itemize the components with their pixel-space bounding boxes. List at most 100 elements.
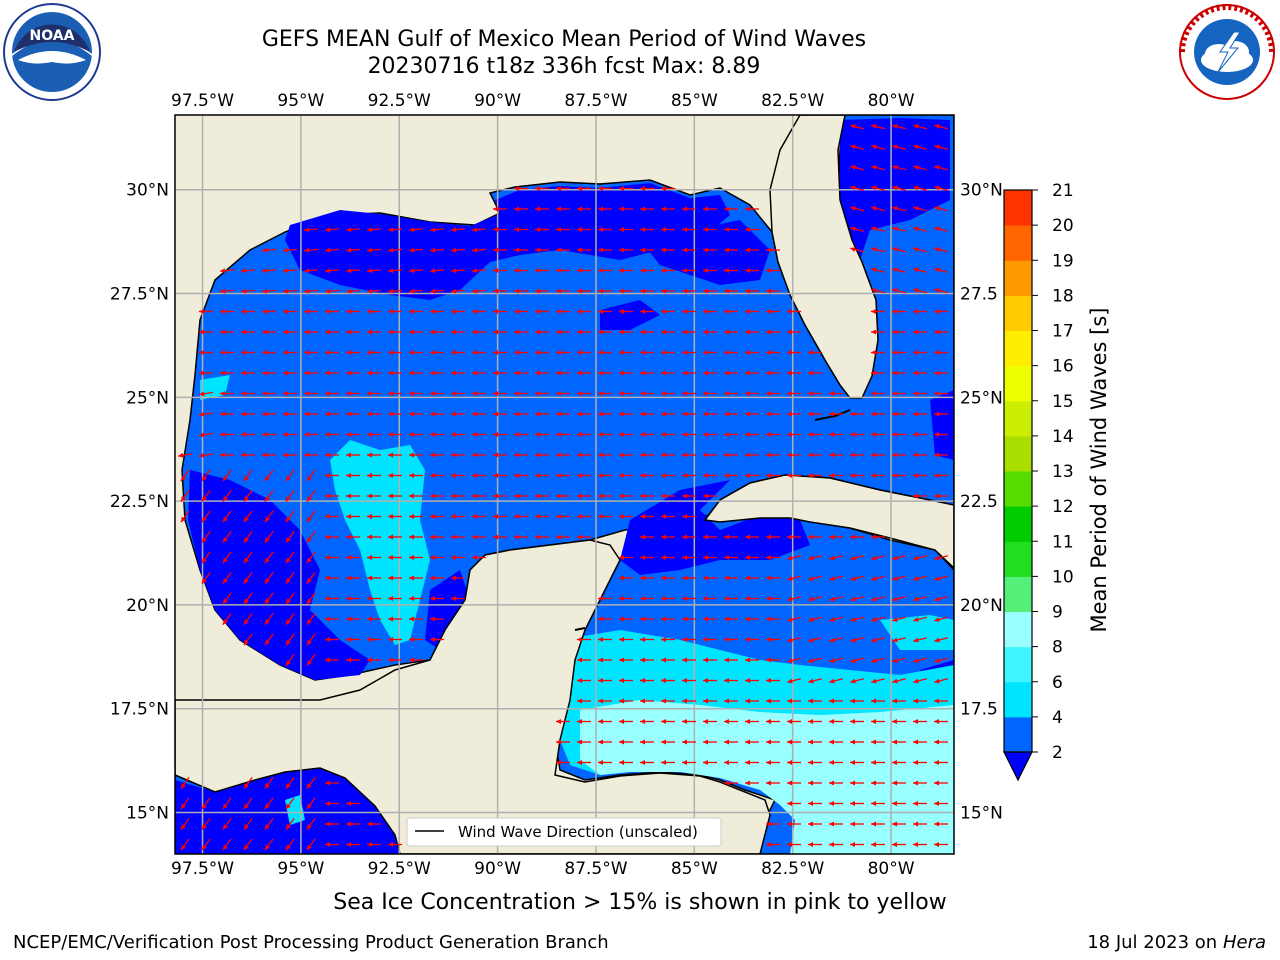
wind-arrow [682,575,696,581]
wind-arrow [598,411,612,417]
axis-tick-labels: 97.5°W 97.5°W 95°W 95°W 92.5°W 92.5°W 90°W 90°W… [110,91,1003,879]
wind-arrow [556,329,570,335]
wind-arrow [535,288,549,294]
svg-text:NOAA: NOAA [30,28,75,44]
wind-arrow [514,391,528,396]
wind-arrow [388,452,402,458]
wind-arrow [787,657,801,663]
wind-arrow [472,391,486,396]
colorbar-segment [1004,576,1032,612]
wind-arrow [535,227,549,232]
wind-arrow [598,309,612,314]
wind-arrow [493,206,507,212]
keys-islands [574,409,851,631]
wind-arrow [745,657,759,663]
wind-arrow [598,698,612,704]
wind-arrow [493,432,507,437]
wind-arrow [577,534,591,540]
wind-arrow [934,616,948,622]
lat-tick-label-left: 17.5°N [110,700,169,720]
wind-arrow [556,247,570,253]
wind-arrow [934,842,948,847]
wind-arrow [766,288,780,294]
wind-arrow [367,575,381,581]
wind-arrow [429,268,445,274]
wind-arrow [282,288,298,294]
wind-arrow [829,719,843,724]
wind-arrow [201,469,211,482]
wind-arrow [306,510,316,523]
wind-arrow [724,555,738,560]
wind-arrow [577,247,591,253]
lon-tick-label-top: 82.5°W [761,91,824,111]
wind-arrow [409,452,423,458]
wind-arrow [367,657,381,663]
wind-arrow [829,678,843,684]
wind-arrow [535,432,549,437]
colorbar-segment [1004,365,1032,402]
wind-arrow [703,411,717,417]
wind-arrow [282,268,298,274]
wind-arrow [829,657,843,663]
wind-arrow [367,616,381,622]
wind-arrow [367,637,381,642]
wind-arrow [913,391,927,396]
wind-arrow [892,555,906,561]
wind-arrow [829,760,843,765]
wind-arrow [808,821,822,827]
colorbar-segment [1004,190,1032,226]
wind-arrow [892,185,906,191]
wind-arrow [367,329,381,335]
wind-arrow [808,575,822,581]
wind-arrow [598,391,612,396]
wind-arrow [388,637,402,642]
wind-arrow [388,596,402,601]
wind-arrow [201,510,211,523]
wind-arrow [892,391,906,396]
wind-arrow [703,350,717,355]
colorbar-segment [1004,541,1032,577]
wind-arrow [724,452,738,458]
wind-arrow [285,653,295,667]
wind-arrow [703,206,717,212]
wind-arrow [787,719,801,724]
wind-arrow [556,391,570,396]
wind-arrow [220,452,234,458]
wind-arrow [766,473,780,478]
wind-arrow [934,267,948,273]
wind-arrow [745,391,759,396]
wind-arrow [850,534,864,540]
wind-arrow [325,821,339,827]
wind-arrow [787,555,801,561]
wind-arrow [325,555,339,560]
wind-arrow [640,698,654,704]
wind-arrow [850,801,864,806]
wind-arrow [535,411,549,417]
wind-arrow [577,637,591,642]
colorbar-tick-label: 10 [1052,567,1074,587]
wind-arrow [871,329,885,335]
wind-arrow [892,596,906,602]
wind-arrow [619,227,633,232]
wind-arrow [619,637,633,642]
wind-arrow [220,329,234,335]
wind-arrow [472,473,486,478]
wind-arrow [243,633,253,646]
wind-arrow [766,719,780,724]
wind-arrow [514,473,528,478]
wind-arrow [243,530,253,544]
wind-arrow [871,801,885,806]
wind-arrow [850,637,864,643]
wind-arrow [934,350,948,355]
wind-arrow [262,329,276,335]
wind-arrow [325,657,339,663]
wind-arrow [535,329,549,335]
wind-arrow [850,165,864,171]
wind-arrow [514,370,528,376]
wind-arrow [913,842,927,847]
wind-arrow [892,288,906,294]
sea-ice-note: Sea Ice Concentration > 15% is shown in … [333,890,947,915]
wind-arrow [222,571,232,585]
wind-arrow [472,370,486,376]
wind-arrow [346,452,360,458]
